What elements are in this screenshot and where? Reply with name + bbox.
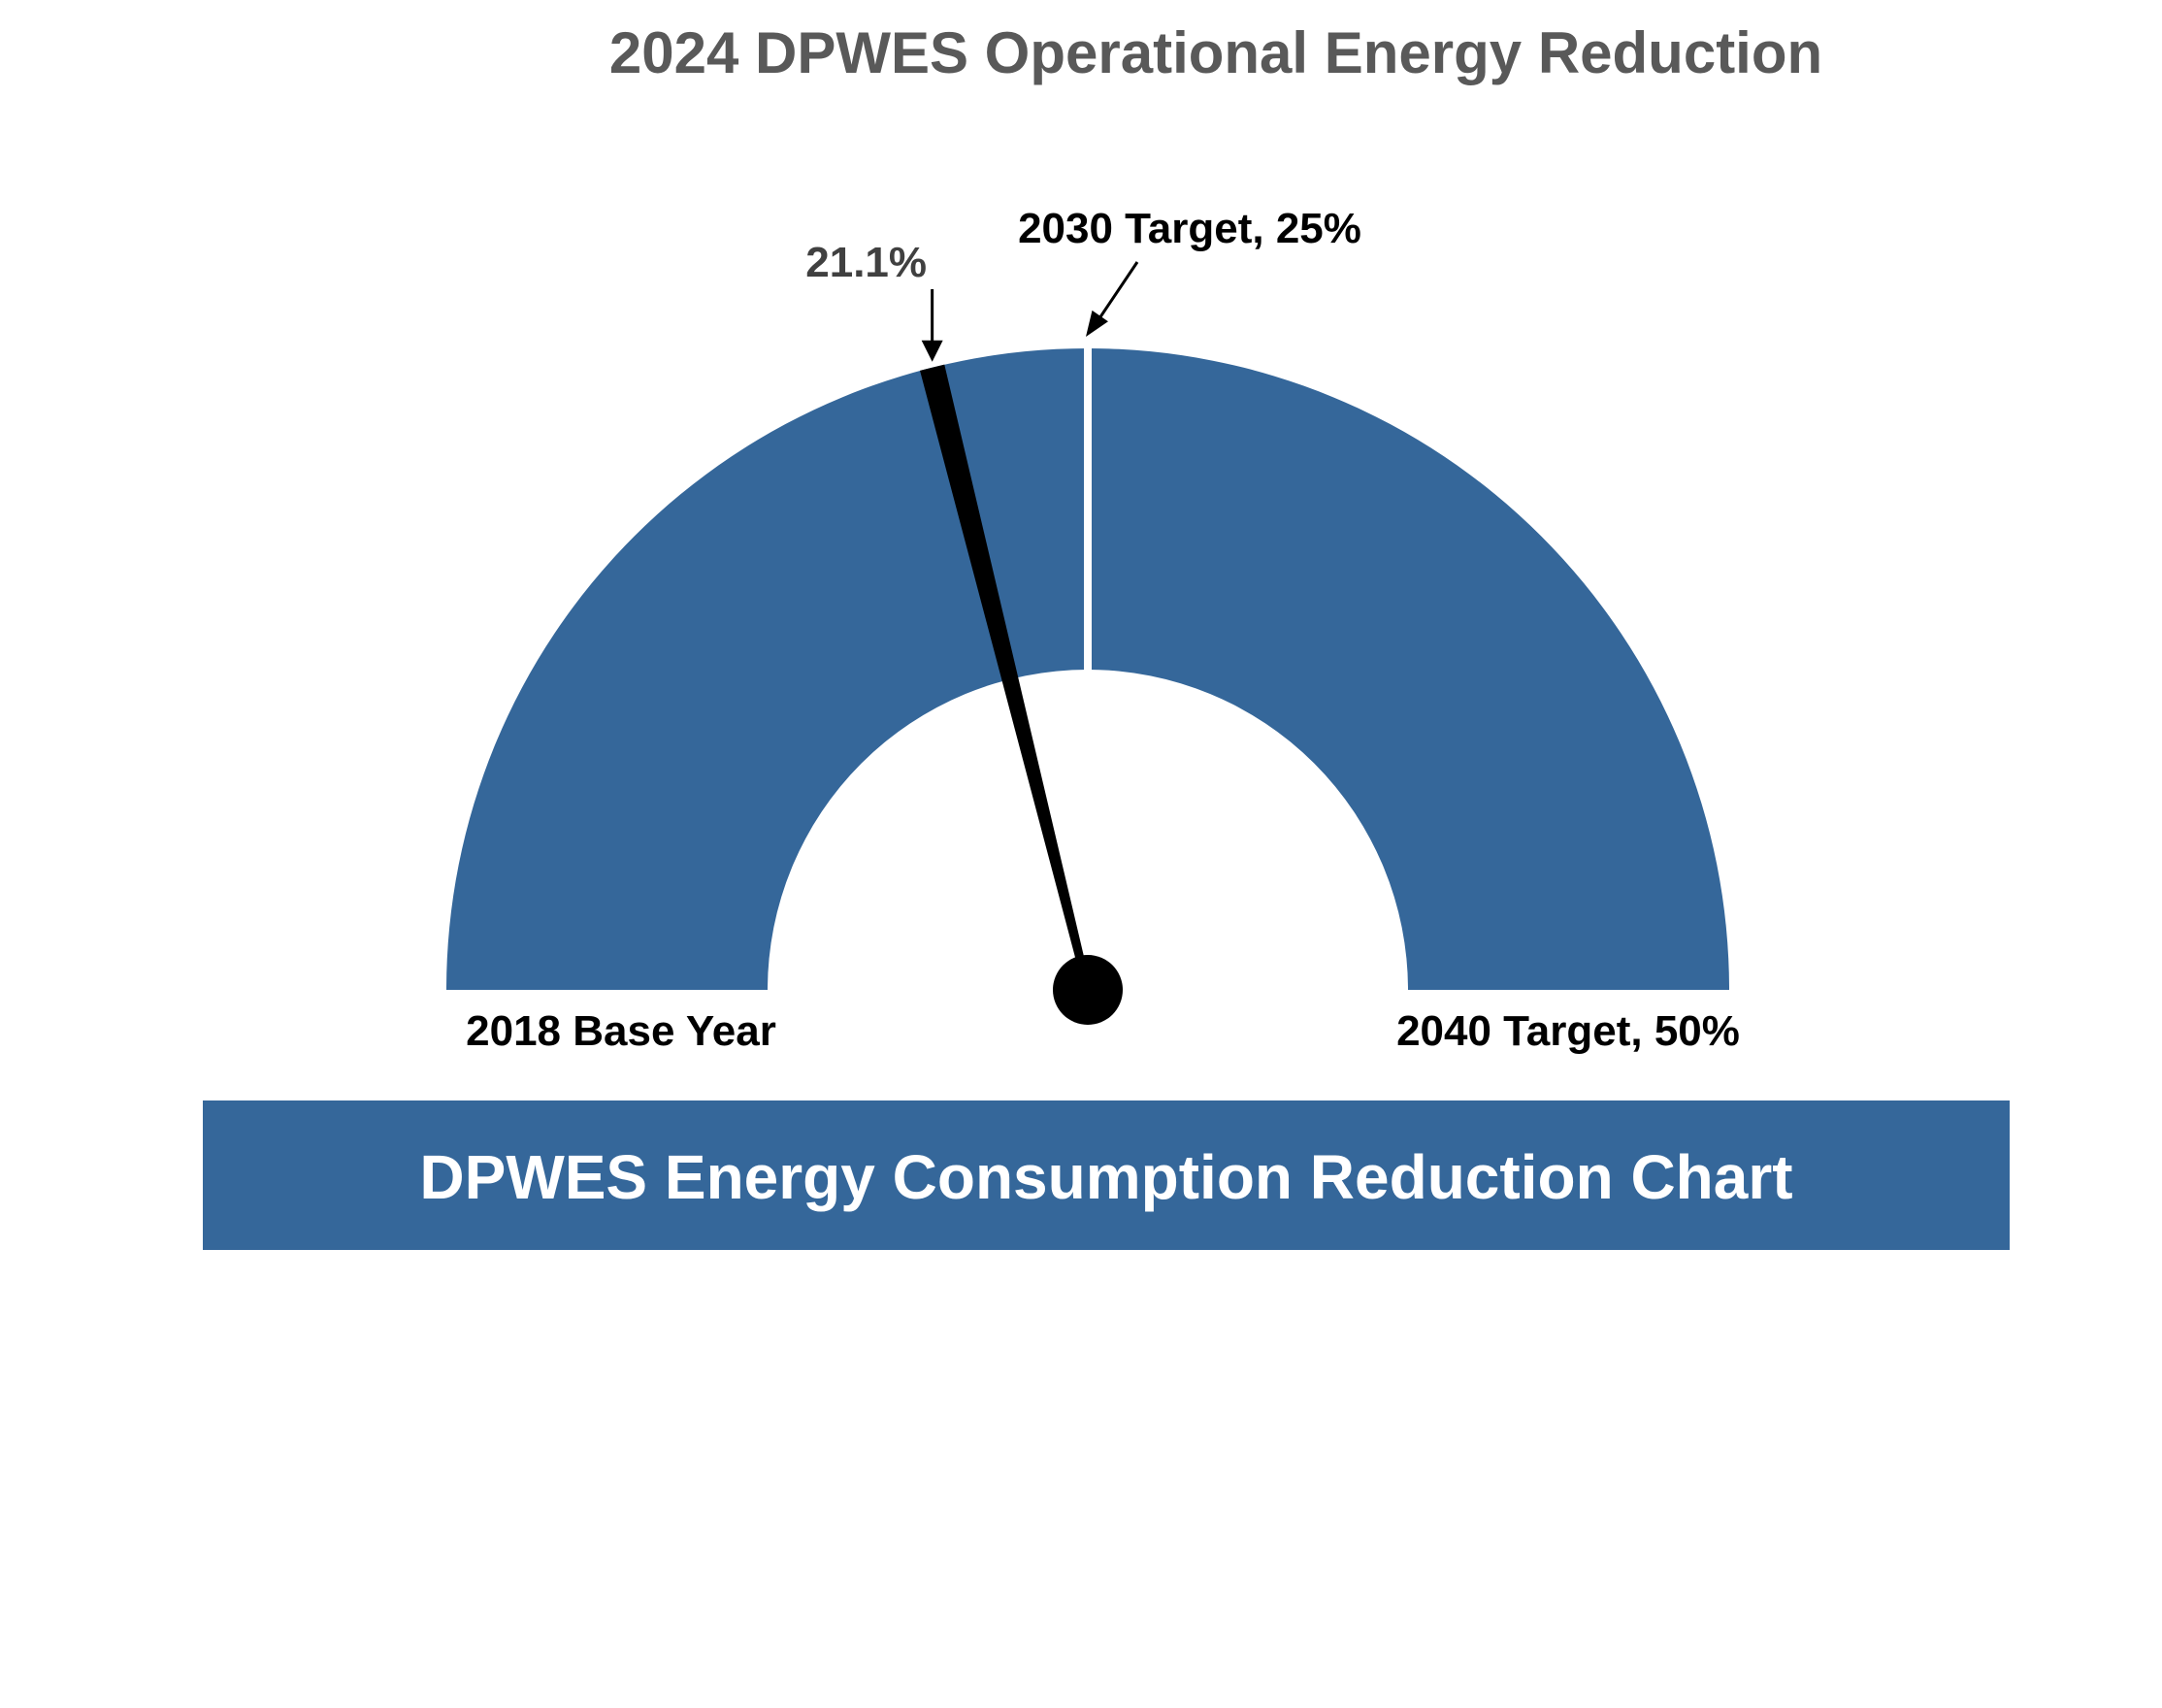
banner-text: DPWES Energy Consumption Reduction Chart: [419, 1142, 1792, 1212]
gauge-segment-base-to-2030: [446, 348, 1088, 990]
base-year-label: 2018 Base Year: [466, 1007, 776, 1055]
banner: [203, 1100, 2010, 1250]
target-2030-arrow: [1092, 261, 1139, 328]
target-2040-label: 2040 Target, 50%: [1396, 1007, 1740, 1055]
gauge-segment-2030-to-2040: [1088, 348, 1729, 990]
target-2030-label: 2030 Target, 25%: [1018, 205, 1361, 252]
gauge-needle: [920, 364, 1092, 991]
target-2030-arrowhead: [1086, 310, 1108, 337]
value-label: 21.1%: [805, 239, 927, 286]
needle-hub: [1053, 955, 1123, 1025]
chart-title: 2024 DPWES Operational Energy Reduction: [609, 20, 1822, 85]
value-arrowhead: [921, 340, 943, 362]
